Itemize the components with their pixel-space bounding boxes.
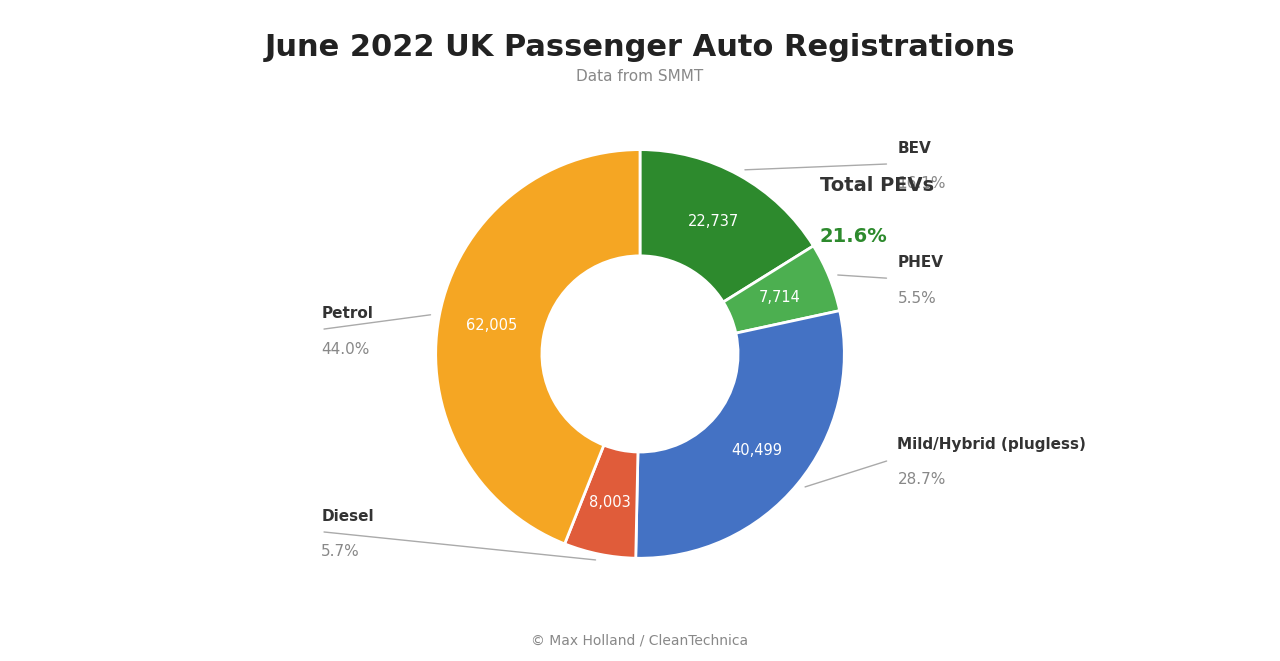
Text: 7,714: 7,714 (759, 290, 801, 305)
Text: 21.6%: 21.6% (819, 227, 887, 247)
Text: Petrol: Petrol (321, 306, 374, 321)
Text: Diesel: Diesel (321, 508, 374, 524)
Text: 5.7%: 5.7% (321, 544, 360, 559)
Text: 28.7%: 28.7% (897, 473, 946, 487)
Wedge shape (564, 445, 637, 559)
Text: 8,003: 8,003 (589, 494, 631, 510)
Wedge shape (636, 311, 845, 559)
Wedge shape (723, 246, 840, 333)
Text: 62,005: 62,005 (466, 318, 517, 333)
Text: BEV: BEV (897, 141, 932, 156)
Text: 16.1%: 16.1% (897, 176, 946, 191)
Wedge shape (435, 149, 640, 544)
Text: 44.0%: 44.0% (321, 342, 370, 357)
Text: 5.5%: 5.5% (897, 291, 936, 305)
Text: 40,499: 40,499 (731, 443, 782, 457)
Text: 22,737: 22,737 (687, 214, 739, 229)
Text: Mild/Hybrid (plugless): Mild/Hybrid (plugless) (897, 437, 1087, 452)
Text: PHEV: PHEV (897, 255, 943, 270)
Wedge shape (640, 149, 813, 302)
Text: Data from SMMT: Data from SMMT (576, 69, 704, 85)
Text: June 2022 UK Passenger Auto Registrations: June 2022 UK Passenger Auto Registration… (265, 33, 1015, 62)
Text: © Max Holland / CleanTechnica: © Max Holland / CleanTechnica (531, 634, 749, 648)
Text: Total PEVs: Total PEVs (819, 176, 934, 194)
